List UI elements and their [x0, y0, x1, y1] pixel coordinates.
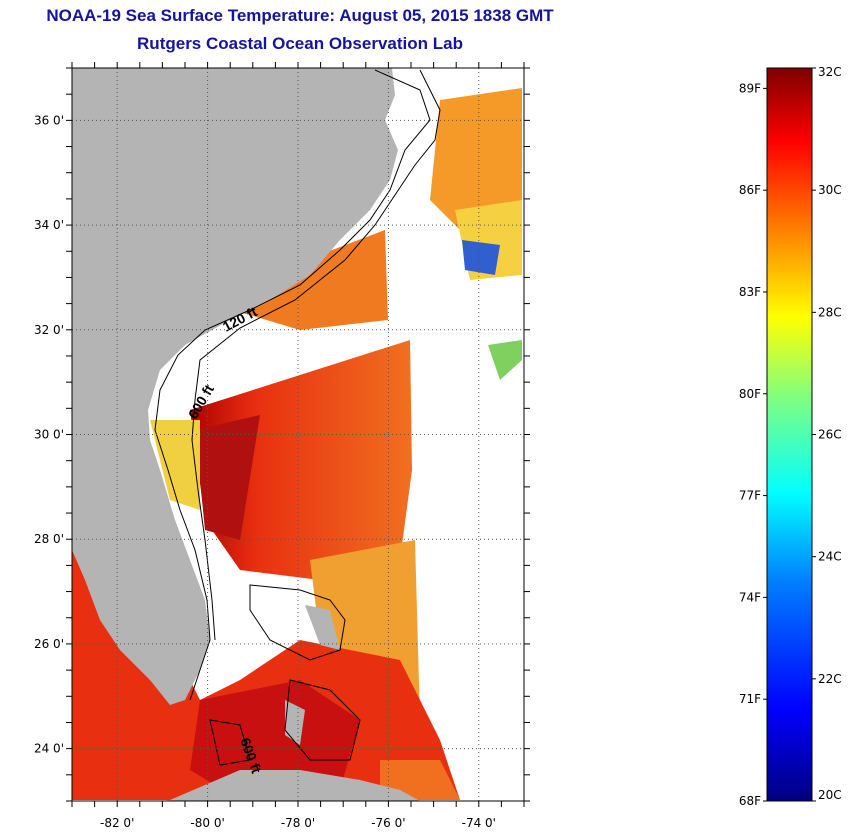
map-title: NOAA-19 Sea Surface Temperature: August … [46, 6, 554, 25]
colorbar-c-label: 28C [818, 305, 842, 319]
colorbar-c-label: 26C [818, 428, 842, 442]
colorbar [766, 67, 813, 802]
y-tick-label: 36 0' [34, 113, 64, 127]
x-tick-label: -82 0' [100, 816, 134, 830]
colorbar-f-label: 89F [739, 81, 761, 95]
x-tick-label: -80 0' [190, 816, 224, 830]
colorbar-labels: 32C 30C 28C 26C 24C 22C 20C 89F 86F 83F 80F 77F 74F 7… [739, 65, 842, 808]
colorbar-c-label: 20C [818, 788, 842, 802]
bahamas-land [285, 605, 340, 745]
x-tick-label: -76 0' [371, 816, 405, 830]
map-grid [72, 68, 524, 801]
land-mass [72, 68, 398, 705]
colorbar-f-label: 71F [739, 692, 761, 706]
y-tick-label: 28 0' [34, 532, 64, 546]
colorbar-c-label: 22C [818, 672, 842, 686]
colorbar-f-label: 80F [739, 387, 761, 401]
colorbar-f-label: 68F [739, 794, 761, 808]
colorbar-f-label: 74F [739, 590, 761, 604]
y-tick-label: 26 0' [34, 637, 64, 651]
x-tick-label: -74 0' [462, 816, 496, 830]
colorbar-c-label: 32C [818, 65, 842, 79]
map-frame [71, 67, 525, 802]
depth-contours [154, 69, 441, 766]
y-tick-label: 32 0' [34, 323, 64, 337]
colorbar-c-label: 24C [818, 550, 842, 564]
cuba-land [160, 770, 420, 801]
colorbar-c-label: 30C [818, 183, 842, 197]
map-subtitle: Rutgers Coastal Ocean Observation Lab [137, 34, 463, 53]
y-tick-label: 30 0' [34, 428, 64, 442]
colorbar-f-label: 77F [739, 489, 761, 503]
y-tick-label: 24 0' [34, 742, 64, 756]
y-tick-label: 34 0' [34, 218, 64, 232]
colorbar-f-label: 86F [739, 183, 761, 197]
colorbar-f-label: 83F [739, 285, 761, 299]
map-ticks: -82 0' -80 0' -78 0' -76 0' -74 0' 36 0' 34 0'… [34, 62, 530, 830]
x-tick-label: -78 0' [281, 816, 315, 830]
